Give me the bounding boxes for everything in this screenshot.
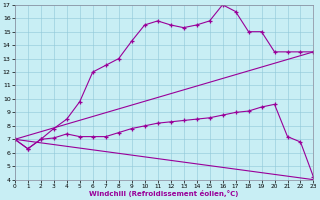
- X-axis label: Windchill (Refroidissement éolien,°C): Windchill (Refroidissement éolien,°C): [90, 190, 239, 197]
